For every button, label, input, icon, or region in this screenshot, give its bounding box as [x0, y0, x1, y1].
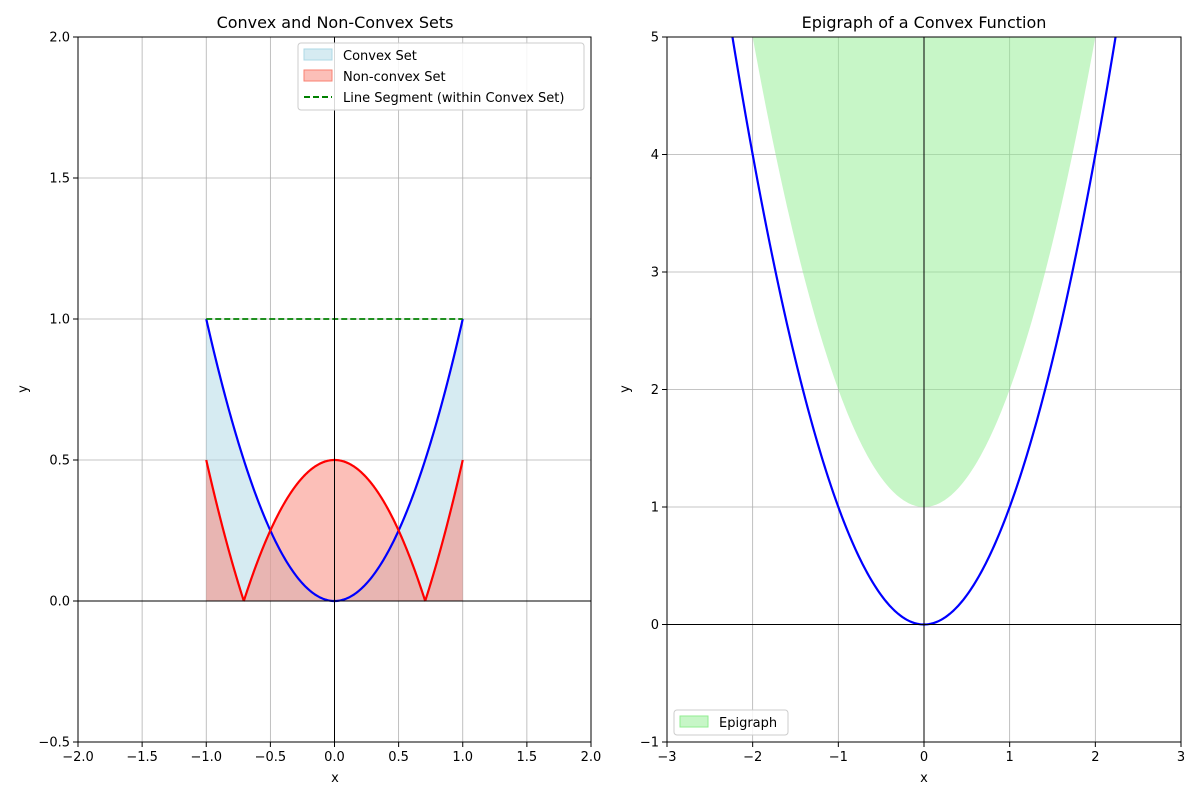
c1-xtick-label-6: 1.0 [452, 750, 473, 765]
c2-xtick-label-6: 3 [1177, 750, 1185, 765]
c1-xtick-label-4: 0.0 [324, 750, 345, 765]
legend-nonconvex-label: Non-convex Set [343, 70, 446, 85]
c1-xtick-label-1: −1.5 [126, 750, 158, 765]
c1-xtick-label-3: −0.5 [255, 750, 287, 765]
c1-ytick-label-5: 2.0 [49, 31, 70, 46]
c2-ytick-label-4: 3 [651, 266, 659, 281]
chart2-xlabel: x [920, 771, 928, 786]
chart1-legend-box [297, 42, 585, 111]
c2-xtick-label-5: 2 [1091, 750, 1099, 765]
c1-ytick-label-0: −0.5 [38, 736, 70, 751]
c2-ytick-label-0: −1 [640, 736, 659, 751]
chart1-title: Convex and Non-Convex Sets [217, 13, 454, 32]
chart2-title: Epigraph of a Convex Function [802, 13, 1047, 32]
c1-xtick-label-8: 2.0 [581, 750, 602, 765]
chart1-legend: Convex Set Non-convex Set Line Segment (… [297, 42, 585, 111]
legend-convex-swatch [303, 48, 333, 61]
legend-convex-label: Convex Set [343, 49, 417, 64]
c1-ytick-label-2: 0.5 [49, 454, 70, 469]
legend-epigraph-swatch [679, 715, 709, 728]
chart2-legend: Epigraph [673, 709, 789, 736]
c2-ytick-label-2: 1 [651, 501, 659, 516]
legend-nonconvex-swatch [303, 69, 333, 82]
c1-xtick-label-5: 0.5 [388, 750, 409, 765]
epigraph-chart: Epigraph of a Convex Function x y −3 −2 −1… [618, 13, 1185, 786]
c2-ytick-label-6: 5 [651, 31, 659, 46]
c1-ytick-label-1: 0.0 [49, 595, 70, 610]
c2-xtick-label-2: −1 [829, 750, 848, 765]
c2-xtick-label-4: 1 [1006, 750, 1014, 765]
c2-xtick-label-1: −2 [743, 750, 762, 765]
chart2-ticks: −3 −2 −1 0 1 2 3 −1 0 1 2 3 4 5 [640, 31, 1185, 766]
c2-xtick-label-3: 0 [920, 750, 928, 765]
c2-ytick-label-5: 4 [651, 148, 659, 163]
c1-ytick-label-4: 1.5 [49, 172, 70, 187]
chart1-ylabel: y [16, 385, 31, 393]
c1-ytick-label-3: 1.0 [49, 313, 70, 328]
chart1-xlabel: x [331, 771, 339, 786]
legend-segment-label: Line Segment (within Convex Set) [343, 91, 564, 106]
c2-ytick-label-3: 2 [651, 383, 659, 398]
chart1-ticks: −2.0 −1.5 −1.0 −0.5 0.0 0.5 1.0 1.5 2.0 −0.5 0.0 0.… [38, 31, 601, 766]
c2-ytick-label-1: 0 [651, 618, 659, 633]
c2-xtick-label-0: −3 [657, 750, 676, 765]
c1-xtick-label-2: −1.0 [190, 750, 222, 765]
chart2-ylabel: y [618, 385, 633, 393]
c1-xtick-label-7: 1.5 [517, 750, 538, 765]
convex-sets-chart: Convex and Non-Convex Sets x y −2.0 −1.5−… [16, 13, 601, 786]
legend-epigraph-label: Epigraph [719, 716, 777, 731]
c1-xtick-label-0: −2.0 [62, 750, 94, 765]
